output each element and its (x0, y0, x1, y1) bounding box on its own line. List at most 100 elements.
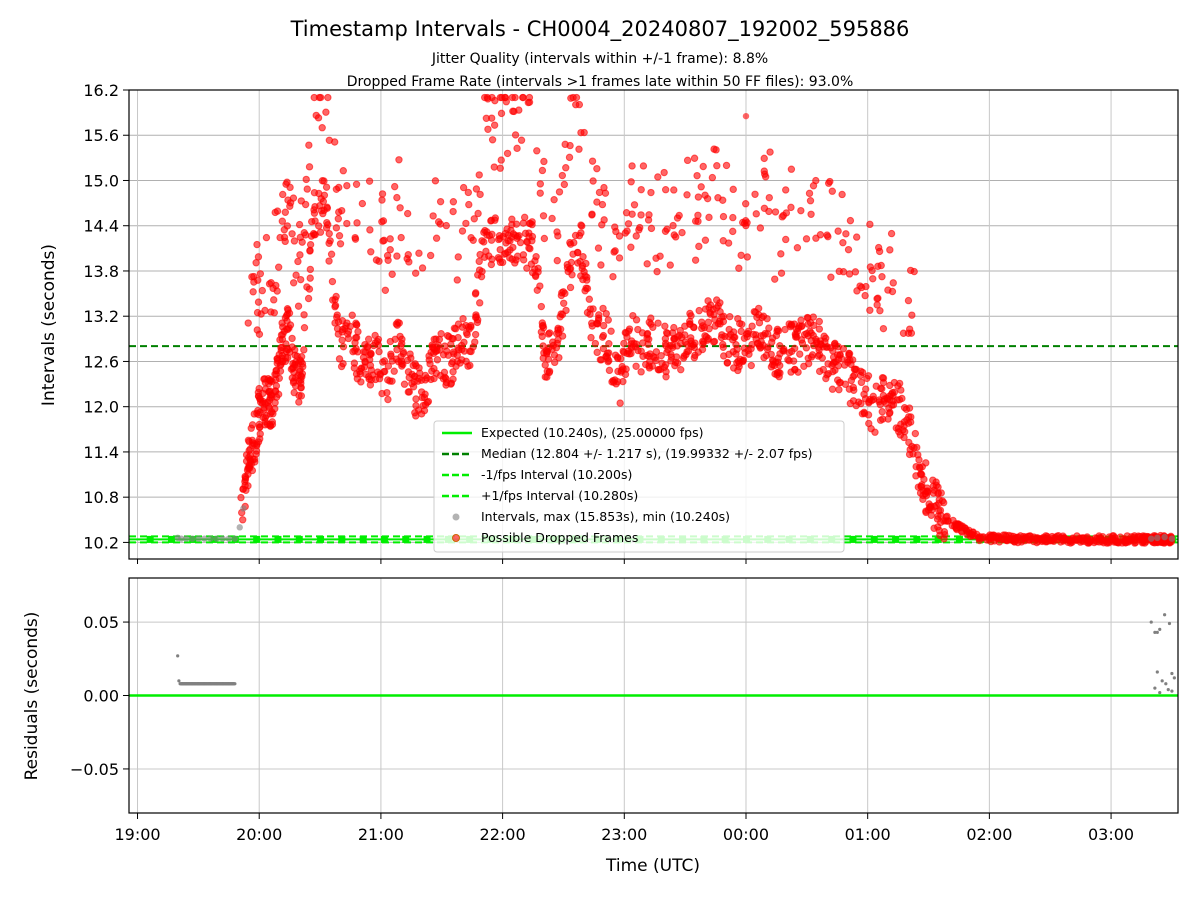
dropped-frame-point (254, 276, 262, 284)
dropped-frame-point (453, 276, 461, 284)
dropped-frame-point (886, 246, 894, 254)
dropped-frame-point (619, 347, 627, 355)
dropped-frame-point (482, 114, 491, 123)
interval-point (201, 535, 208, 542)
dropped-frame-point (672, 233, 680, 241)
dropped-frame-point (343, 219, 351, 228)
dropped-frame-point (484, 125, 492, 133)
dropped-frame-point (374, 341, 383, 349)
dropped-frame-point (806, 196, 815, 205)
dropped-frame-point (593, 348, 601, 357)
interval-point (1148, 535, 1155, 542)
dropped-frame-point (538, 332, 546, 341)
bottom-xtick-label: 03:00 (1088, 825, 1134, 844)
dropped-frame-point (677, 365, 685, 374)
dropped-frame-point (300, 323, 309, 332)
dropped-frame-point (538, 166, 547, 175)
expected-marker (338, 535, 346, 543)
dropped-frame-point (364, 335, 373, 343)
dropped-frame-point (513, 234, 521, 243)
interval-point (1168, 535, 1176, 542)
dropped-frame-point (476, 190, 484, 199)
dropped-frame-point (900, 403, 909, 412)
dropped-frame-point (349, 347, 357, 356)
dropped-frame-point (497, 156, 505, 164)
dropped-frame-point (281, 237, 289, 246)
residual-point (177, 679, 181, 683)
dropped-frame-point (387, 350, 395, 358)
dropped-frame-point (420, 393, 429, 402)
dropped-frame-point (585, 295, 594, 303)
dropped-frame-point (314, 114, 323, 122)
dropped-frame-point (436, 197, 445, 206)
dropped-frame-point (454, 253, 462, 261)
dropped-frame-point (310, 209, 319, 217)
dropped-frame-point (588, 211, 596, 219)
dropped-frame-point (763, 314, 771, 323)
dropped-frame-point (751, 308, 760, 316)
dropped-frame-point (842, 230, 850, 238)
dropped-frame-point (631, 343, 640, 351)
dropped-frame-point (297, 275, 305, 284)
dropped-frame-point (330, 138, 339, 146)
top-yticks: 10.2 10.8 11.4 12.0 12.6 13.2 13.8 14.4 15.0 15.6… (83, 81, 129, 552)
dropped-frame-point (386, 245, 394, 254)
dropped-frame-point (288, 230, 296, 238)
dropped-frame-point (512, 256, 520, 264)
dropped-frame-point (704, 318, 713, 326)
dropped-frame-point (653, 267, 661, 276)
dropped-frame-point (472, 185, 481, 193)
dropped-frame-point (344, 327, 353, 336)
dropped-frame-point (712, 146, 720, 154)
dropped-frame-point (274, 390, 283, 399)
dropped-frame-point (632, 316, 641, 324)
dropped-frame-point (601, 189, 610, 197)
dropped-frame-point (540, 234, 549, 243)
dropped-frame-point (383, 388, 391, 397)
dropped-frame-point (305, 163, 314, 171)
dropped-frame-point (432, 234, 441, 242)
dropped-frame-point (358, 199, 367, 208)
residual-point (1149, 620, 1153, 624)
dropped-frame-point (362, 370, 370, 379)
dropped-frame-point (719, 212, 728, 221)
dropped-frame-point (525, 93, 534, 102)
dropped-frame-point (774, 327, 783, 335)
dropped-frame-point (302, 175, 310, 184)
dropped-frame-point (935, 526, 943, 535)
dropped-frame-point (878, 408, 886, 416)
dropped-frame-point (378, 218, 386, 226)
dropped-frame-point (765, 324, 773, 332)
dropped-frame-point (335, 355, 344, 363)
dropped-frame-point (583, 284, 592, 293)
dropped-frame-point (575, 231, 584, 240)
dropped-frame-point (911, 429, 920, 438)
dropped-frame-point (836, 378, 845, 387)
dropped-frame-point (647, 224, 656, 233)
expected-marker (359, 535, 367, 543)
dropped-frame-point (730, 333, 738, 342)
dropped-frame-point (303, 185, 311, 193)
dropped-frame-point (822, 334, 830, 342)
dropped-frame-point (597, 261, 605, 269)
interval-point (219, 535, 226, 542)
dropped-frame-point (756, 224, 765, 232)
dropped-frame-point (616, 399, 624, 407)
dropped-frame-point (348, 311, 356, 319)
dropped-frame-point (670, 186, 678, 194)
dropped-frame-point (296, 251, 304, 259)
dropped-frame-point (595, 188, 604, 197)
dropped-frame-point (556, 313, 564, 321)
dropped-frame-point (914, 451, 922, 459)
dropped-frame-point (761, 329, 769, 338)
dropped-frame-point (619, 377, 627, 386)
dropped-frame-point (480, 253, 489, 261)
dropped-frame-point (690, 354, 699, 362)
dropped-frame-point (694, 217, 702, 226)
dropped-frame-point (536, 189, 544, 197)
dropped-frame-point (325, 257, 333, 265)
dropped-frame-point (617, 368, 625, 376)
dropped-frame-point (513, 144, 521, 153)
dropped-frame-point (386, 235, 394, 243)
dropped-frame-point (317, 194, 325, 203)
